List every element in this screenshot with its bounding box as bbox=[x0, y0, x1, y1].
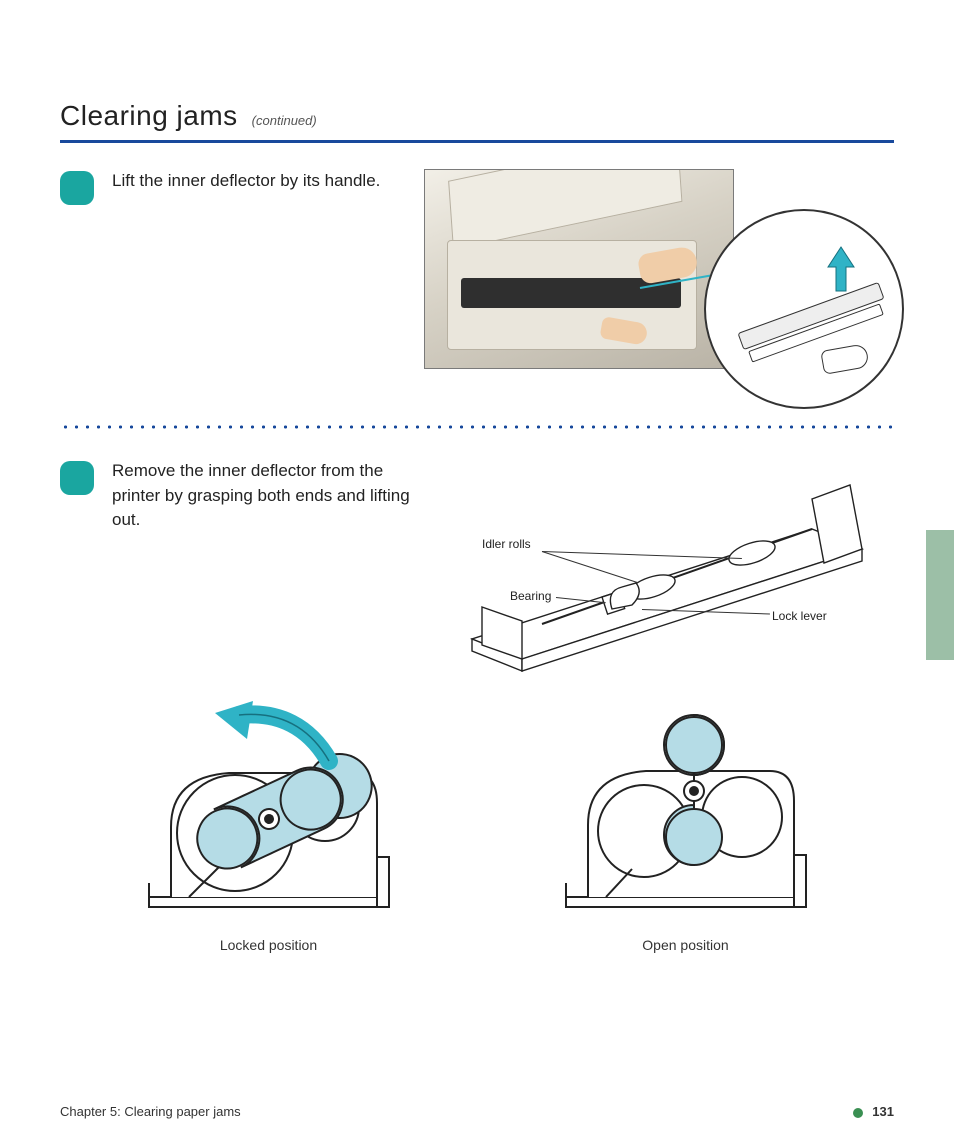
footer-page-number: 131 bbox=[872, 1104, 894, 1119]
footer-chapter: Chapter 5: Clearing paper jams bbox=[60, 1104, 241, 1119]
callout-detail-circle bbox=[704, 209, 904, 409]
side-tab bbox=[926, 530, 954, 660]
step-bullet-icon bbox=[60, 461, 94, 495]
figure-open: Open position bbox=[536, 697, 836, 953]
caption-open: Open position bbox=[642, 937, 728, 953]
footer-dot-icon bbox=[853, 1108, 863, 1118]
step-divider-dots bbox=[60, 423, 894, 431]
deflector-assembly-diagram: Idler rolls Bearing Lock lever bbox=[452, 459, 872, 679]
section-header: Clearing jams (continued) bbox=[60, 100, 894, 132]
label-bearing: Bearing bbox=[510, 589, 551, 603]
step-8-figures: Locked position bbox=[60, 697, 894, 953]
section-subtitle: (continued) bbox=[252, 113, 317, 128]
rotate-arrow-icon bbox=[209, 701, 339, 771]
caption-locked: Locked position bbox=[220, 937, 317, 953]
step-7: Remove the inner deflector from the prin… bbox=[60, 459, 412, 533]
deflector-svg bbox=[452, 459, 872, 679]
step-7-text: Remove the inner deflector from the prin… bbox=[112, 459, 412, 533]
step-6-text: Lift the inner deflector by its handle. bbox=[112, 169, 380, 194]
label-lock-lever: Lock lever bbox=[772, 609, 827, 623]
page-footer: Chapter 5: Clearing paper jams 131 bbox=[60, 1104, 894, 1119]
printer-photo bbox=[424, 169, 734, 369]
step-6: Lift the inner deflector by its handle. bbox=[60, 169, 380, 205]
header-rule bbox=[60, 140, 894, 143]
step-6-figure bbox=[424, 169, 894, 389]
open-position-svg bbox=[536, 697, 836, 927]
figure-locked: Locked position bbox=[119, 707, 419, 953]
step-bullet-icon bbox=[60, 171, 94, 205]
label-idler-rolls: Idler rolls bbox=[482, 537, 531, 551]
up-arrow-icon bbox=[826, 245, 856, 293]
section-title: Clearing jams bbox=[60, 100, 238, 132]
